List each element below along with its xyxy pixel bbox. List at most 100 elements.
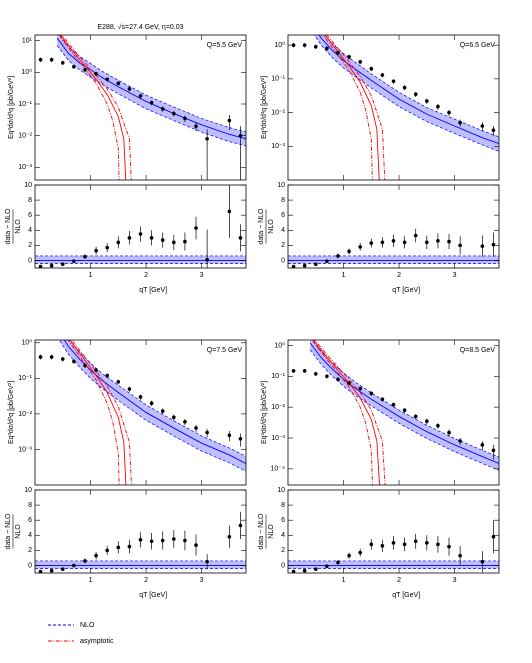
data-point <box>413 233 418 238</box>
data-point <box>413 539 418 544</box>
data-point <box>358 386 362 391</box>
data-point <box>138 94 143 98</box>
frame <box>287 489 500 574</box>
data-point <box>447 110 451 115</box>
nlo-upper <box>312 340 499 458</box>
frame <box>34 34 247 181</box>
data-point <box>160 538 165 543</box>
y-tick-label: 10⁻³ <box>18 446 32 453</box>
data-point <box>227 433 232 438</box>
y-label-denominator: NLO <box>268 524 275 539</box>
data-point <box>480 124 485 128</box>
data-point <box>105 245 109 250</box>
data-point <box>491 128 496 133</box>
data-point <box>160 409 165 413</box>
y-tick-label: 0 <box>281 562 285 569</box>
y-tick-label: 10⁻² <box>18 411 32 418</box>
data-point <box>183 538 187 543</box>
data-point <box>336 254 340 258</box>
frame <box>34 184 247 269</box>
data-point <box>380 73 385 77</box>
y-label-numerator: data − NLO <box>258 513 265 550</box>
data-point <box>425 541 429 545</box>
data-point <box>138 538 143 542</box>
y-tick-label: 0 <box>28 562 32 569</box>
data-point <box>347 381 351 385</box>
nlo-line <box>56 37 246 140</box>
nlo-band <box>59 340 246 472</box>
data-point <box>38 264 43 268</box>
nlo-band <box>288 560 499 569</box>
data-point <box>369 391 374 396</box>
data-point <box>291 264 296 268</box>
nlo-band <box>35 255 246 264</box>
data-point <box>172 537 176 541</box>
y-label-denominator: NLO <box>15 219 22 234</box>
data-point <box>325 564 329 569</box>
plot-area <box>35 185 246 268</box>
y-tick-label: 10⁻² <box>271 109 285 116</box>
y-tick-label: 10⁰ <box>21 68 32 76</box>
data-point <box>60 567 65 572</box>
x-axis-label: qT [GeV] <box>392 592 420 599</box>
data-point <box>194 226 198 230</box>
x-axis-label: qT [GeV] <box>392 287 420 294</box>
data-point <box>183 239 187 244</box>
y-tick-label: 10⁻² <box>271 404 285 411</box>
y-tick-label: 8 <box>281 197 285 204</box>
data-point <box>413 414 418 419</box>
data-point <box>458 243 462 248</box>
y-tick-label: 6 <box>28 517 32 524</box>
data-point <box>358 245 362 249</box>
y-label-denominator: NLO <box>15 524 22 539</box>
data-point <box>38 569 43 573</box>
y-tick-label: 6 <box>28 212 32 219</box>
y-tick-label: 10¹ <box>22 37 33 44</box>
data-point <box>302 568 307 573</box>
asymptotic-line <box>314 340 386 485</box>
data-point <box>313 262 318 267</box>
data-point <box>72 563 76 568</box>
data-point <box>127 387 132 391</box>
y-tick-label: 10 <box>277 182 285 189</box>
data-point <box>227 534 232 539</box>
data-point <box>447 239 451 244</box>
plot-area <box>288 228 499 268</box>
data-point <box>49 355 54 359</box>
data-point <box>172 240 176 245</box>
data-point <box>402 408 407 412</box>
data-point <box>38 57 43 62</box>
plot-area <box>35 511 246 573</box>
x-tick-label: 2 <box>397 577 401 584</box>
data-point <box>116 240 121 245</box>
data-point <box>458 439 462 443</box>
data-point <box>49 568 54 573</box>
data-point <box>336 560 340 565</box>
y-tick-label: 4 <box>281 532 285 539</box>
data-point <box>94 368 98 372</box>
data-point <box>72 359 76 364</box>
nlo-line <box>309 342 499 464</box>
y-axis-label: Eq³dσ/d³q [pb/GeV²] <box>8 76 15 139</box>
data-point <box>105 548 109 553</box>
y-tick-label: 10⁻⁴ <box>271 466 286 473</box>
data-point <box>205 430 209 435</box>
data-point <box>116 545 121 550</box>
y-tick-label: 8 <box>281 502 285 509</box>
y-tick-label: 2 <box>28 242 32 249</box>
data-point <box>491 242 496 247</box>
y-tick-label: 4 <box>281 227 285 234</box>
data-point <box>380 544 385 548</box>
annotation: Q=7.5 GeV <box>207 347 243 354</box>
data-point <box>83 559 87 563</box>
x-axis-label: qT [GeV] <box>139 287 167 294</box>
nlo-band <box>57 35 246 146</box>
data-point <box>480 443 485 447</box>
x-tick-label: 1 <box>342 577 346 584</box>
data-point <box>325 374 329 379</box>
asymptotic-line <box>58 35 120 180</box>
x-tick-label: 1 <box>89 272 93 279</box>
data-point <box>369 542 374 547</box>
x-tick-label: 1 <box>342 272 346 279</box>
